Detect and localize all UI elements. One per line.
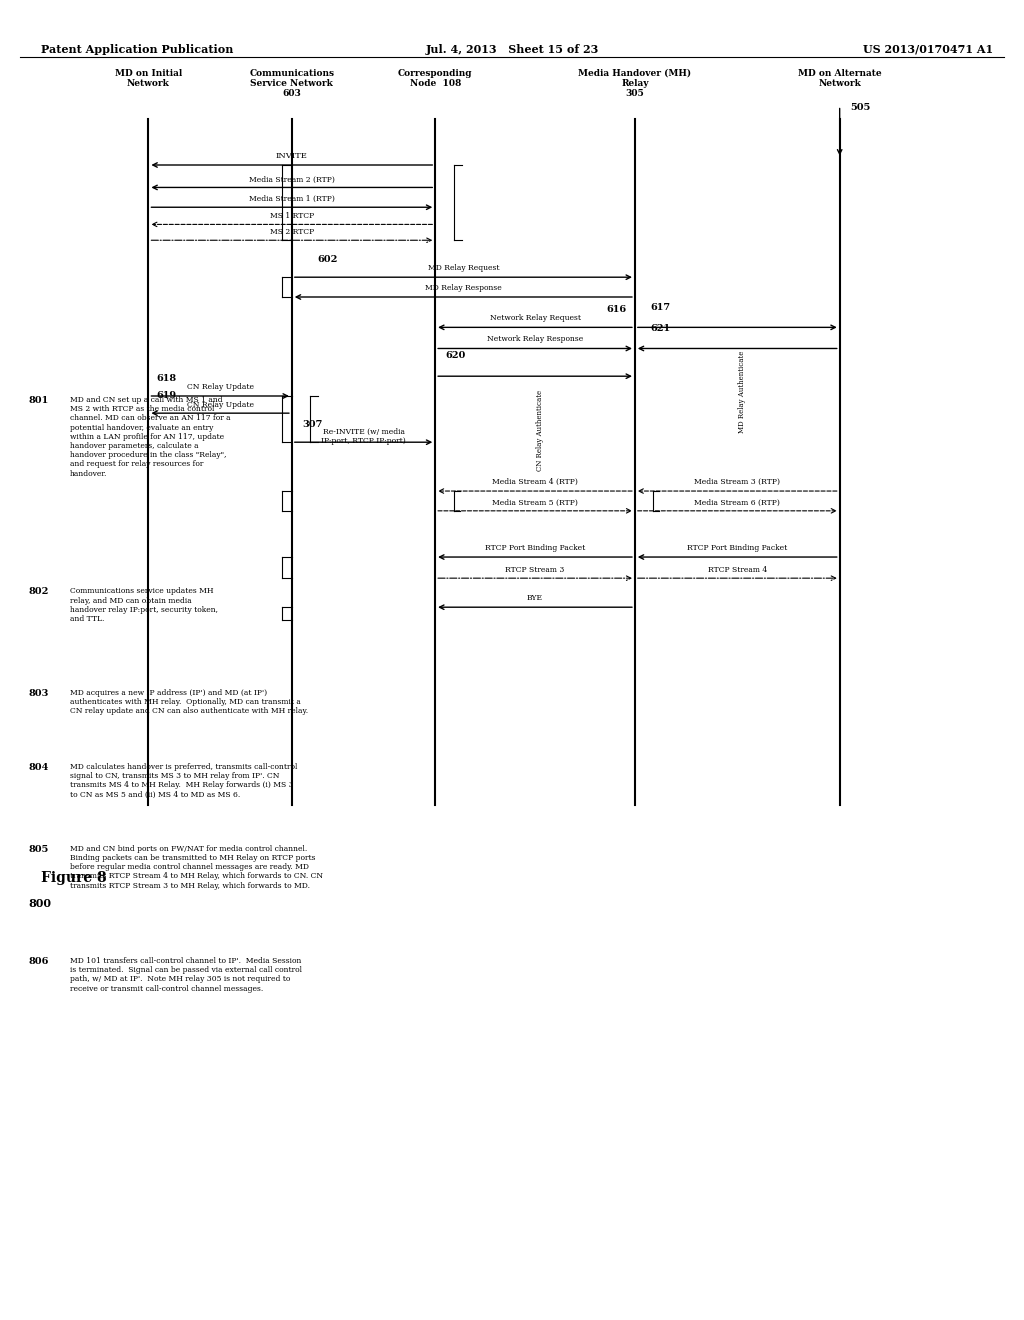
Text: Jul. 4, 2013   Sheet 15 of 23: Jul. 4, 2013 Sheet 15 of 23 <box>425 44 599 54</box>
Text: Media Stream 2 (RTP): Media Stream 2 (RTP) <box>249 176 335 183</box>
Text: Media Stream 5 (RTP): Media Stream 5 (RTP) <box>493 499 578 507</box>
Text: Media Stream 3 (RTP): Media Stream 3 (RTP) <box>694 478 780 486</box>
Text: Patent Application Publication: Patent Application Publication <box>41 44 233 54</box>
Text: MD Relay Authenticate: MD Relay Authenticate <box>738 351 746 433</box>
Text: 616: 616 <box>606 305 627 314</box>
Text: US 2013/0170471 A1: US 2013/0170471 A1 <box>863 44 993 54</box>
Text: INVITE: INVITE <box>275 152 308 160</box>
Text: Media Stream 1 (RTP): Media Stream 1 (RTP) <box>249 195 335 203</box>
Text: MD on Initial
Network: MD on Initial Network <box>115 69 182 88</box>
Text: MS 1 RTCP: MS 1 RTCP <box>269 213 314 220</box>
Text: MD and CN set up a call with MS 1 and
MS 2 with RTCP as the media control
channe: MD and CN set up a call with MS 1 and MS… <box>70 396 230 478</box>
Text: Media Stream 4 (RTP): Media Stream 4 (RTP) <box>493 478 578 486</box>
Text: MD and CN bind ports on FW/NAT for media control channel.
Binding packets can be: MD and CN bind ports on FW/NAT for media… <box>70 845 323 890</box>
Text: Media Handover (MH)
Relay
305: Media Handover (MH) Relay 305 <box>579 69 691 99</box>
Text: 620: 620 <box>445 351 466 360</box>
Text: MS 2 RTCP: MS 2 RTCP <box>269 228 314 236</box>
Text: 801: 801 <box>29 396 49 405</box>
Text: MD calculates handover is preferred, transmits call-control
signal to CN, transm: MD calculates handover is preferred, tra… <box>70 763 297 799</box>
Text: MD acquires a new IP address (IP') and MD (at IP')
authenticates with MH relay. : MD acquires a new IP address (IP') and M… <box>70 689 308 715</box>
Text: 806: 806 <box>29 957 49 966</box>
Text: 602: 602 <box>317 255 338 264</box>
Text: RTCP Port Binding Packet: RTCP Port Binding Packet <box>687 544 787 552</box>
Text: MD Relay Response: MD Relay Response <box>425 284 502 292</box>
Text: RTCP Port Binding Packet: RTCP Port Binding Packet <box>485 544 585 552</box>
Text: 803: 803 <box>29 689 49 698</box>
Text: Network Relay Response: Network Relay Response <box>487 335 583 343</box>
Text: 621: 621 <box>650 323 671 333</box>
Text: 617: 617 <box>650 302 671 312</box>
Text: Communications
Service Network
603: Communications Service Network 603 <box>249 69 335 99</box>
Text: 619: 619 <box>157 391 177 400</box>
Text: CN Relay Update: CN Relay Update <box>186 401 254 409</box>
Text: 805: 805 <box>29 845 49 854</box>
Text: 618: 618 <box>157 374 177 383</box>
Text: Re-INVITE (w/ media
IP:port, RTCP IP:port): Re-INVITE (w/ media IP:port, RTCP IP:por… <box>322 428 406 445</box>
Text: 804: 804 <box>29 763 49 772</box>
Text: CN Relay Authenticate: CN Relay Authenticate <box>537 389 544 470</box>
Text: MD 101 transfers call-control channel to IP'.  Media Session
is terminated.  Sig: MD 101 transfers call-control channel to… <box>70 957 302 993</box>
Text: MD Relay Request: MD Relay Request <box>428 264 499 272</box>
Text: Figure 8: Figure 8 <box>41 871 106 886</box>
Text: RTCP Stream 3: RTCP Stream 3 <box>506 566 564 574</box>
Text: Media Stream 6 (RTP): Media Stream 6 (RTP) <box>694 499 780 507</box>
Text: MD on Alternate
Network: MD on Alternate Network <box>798 69 882 88</box>
Text: 802: 802 <box>29 587 49 597</box>
Text: Network Relay Request: Network Relay Request <box>489 314 581 322</box>
Text: BYE: BYE <box>527 594 543 602</box>
Text: RTCP Stream 4: RTCP Stream 4 <box>708 566 767 574</box>
Text: Communications service updates MH
relay, and MD can obtain media
handover relay : Communications service updates MH relay,… <box>70 587 218 623</box>
Text: Corresponding
Node  108: Corresponding Node 108 <box>398 69 472 88</box>
Text: 505: 505 <box>850 103 870 112</box>
Text: 800: 800 <box>29 898 51 908</box>
Text: 307: 307 <box>302 420 323 429</box>
Text: CN Relay Update: CN Relay Update <box>186 383 254 391</box>
